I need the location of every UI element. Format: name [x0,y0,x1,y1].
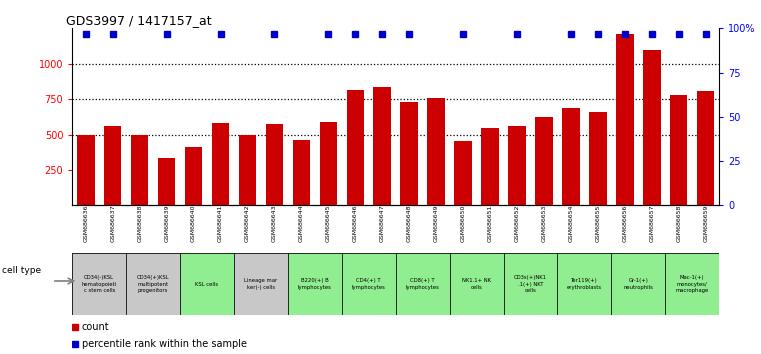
Bar [77,135,94,205]
Bar [320,122,337,205]
Text: GSM686648: GSM686648 [406,205,412,242]
Bar [158,158,175,205]
Bar [535,117,552,205]
Bar [643,50,661,205]
Text: GSM686639: GSM686639 [164,205,169,242]
Text: GSM686637: GSM686637 [110,205,115,242]
Bar [589,112,607,205]
Text: GSM686645: GSM686645 [326,205,331,242]
Bar [185,147,202,205]
Bar [346,90,364,205]
Text: GSM686659: GSM686659 [703,205,708,242]
Text: CD34(+)KSL
multipotent
progenitors: CD34(+)KSL multipotent progenitors [137,275,170,293]
Text: B220(+) B
lymphocytes: B220(+) B lymphocytes [298,279,332,290]
Bar [400,102,418,205]
Bar [504,253,557,315]
Text: count: count [82,321,110,332]
Text: GSM686638: GSM686638 [137,205,142,242]
Text: GSM686651: GSM686651 [488,205,492,242]
Text: CD34(-)KSL
hematopoieti
c stem cells: CD34(-)KSL hematopoieti c stem cells [81,275,117,293]
Bar [670,95,687,205]
Text: GSM686650: GSM686650 [460,205,466,242]
Text: GSM686658: GSM686658 [677,205,681,242]
Bar [611,253,665,315]
Text: GSM686652: GSM686652 [514,205,520,242]
Text: CD3s(+)NK1
.1(+) NKT
cells: CD3s(+)NK1 .1(+) NKT cells [514,275,547,293]
Bar [239,135,256,205]
Bar [266,124,283,205]
Bar [396,253,450,315]
Text: GSM686649: GSM686649 [434,205,438,242]
Text: KSL cells: KSL cells [196,281,218,287]
Bar [665,253,719,315]
Bar [481,128,498,205]
Text: GDS3997 / 1417157_at: GDS3997 / 1417157_at [65,14,212,27]
Bar [697,91,715,205]
Text: GSM686654: GSM686654 [568,205,573,242]
Text: NK1.1+ NK
cells: NK1.1+ NK cells [462,279,491,290]
Text: GSM686657: GSM686657 [649,205,654,242]
Text: Lineage mar
ker(-) cells: Lineage mar ker(-) cells [244,279,278,290]
Text: cell type: cell type [2,266,41,275]
Text: Gr-1(+)
neutrophils: Gr-1(+) neutrophils [623,279,653,290]
Text: percentile rank within the sample: percentile rank within the sample [82,339,247,349]
Bar [180,253,234,315]
Text: GSM686636: GSM686636 [83,205,88,242]
Bar [288,253,342,315]
Text: CD8(+) T
lymphocytes: CD8(+) T lymphocytes [406,279,440,290]
Bar [562,108,580,205]
Text: GSM686641: GSM686641 [218,205,223,242]
Bar [557,253,611,315]
Bar [126,253,180,315]
Text: GSM686640: GSM686640 [191,205,196,242]
Text: Mac-1(+)
monocytes/
macrophage: Mac-1(+) monocytes/ macrophage [676,275,708,293]
Bar [428,98,445,205]
Bar [342,253,396,315]
Bar [104,126,122,205]
Text: Ter119(+)
erythroblasts: Ter119(+) erythroblasts [567,279,602,290]
Bar [293,140,310,205]
Bar [374,87,391,205]
Bar [508,126,526,205]
Bar [131,135,148,205]
Text: GSM686653: GSM686653 [542,205,546,242]
Bar [454,141,472,205]
Text: GSM686646: GSM686646 [353,205,358,242]
Bar [234,253,288,315]
Text: GSM686647: GSM686647 [380,205,385,242]
Bar [450,253,504,315]
Text: GSM686644: GSM686644 [299,205,304,242]
Text: GSM686642: GSM686642 [245,205,250,242]
Bar [616,34,634,205]
Text: CD4(+) T
lymphocytes: CD4(+) T lymphocytes [352,279,386,290]
Bar [72,253,126,315]
Text: GSM686643: GSM686643 [272,205,277,242]
Text: GSM686656: GSM686656 [622,205,627,242]
Bar [212,123,229,205]
Text: GSM686655: GSM686655 [595,205,600,242]
